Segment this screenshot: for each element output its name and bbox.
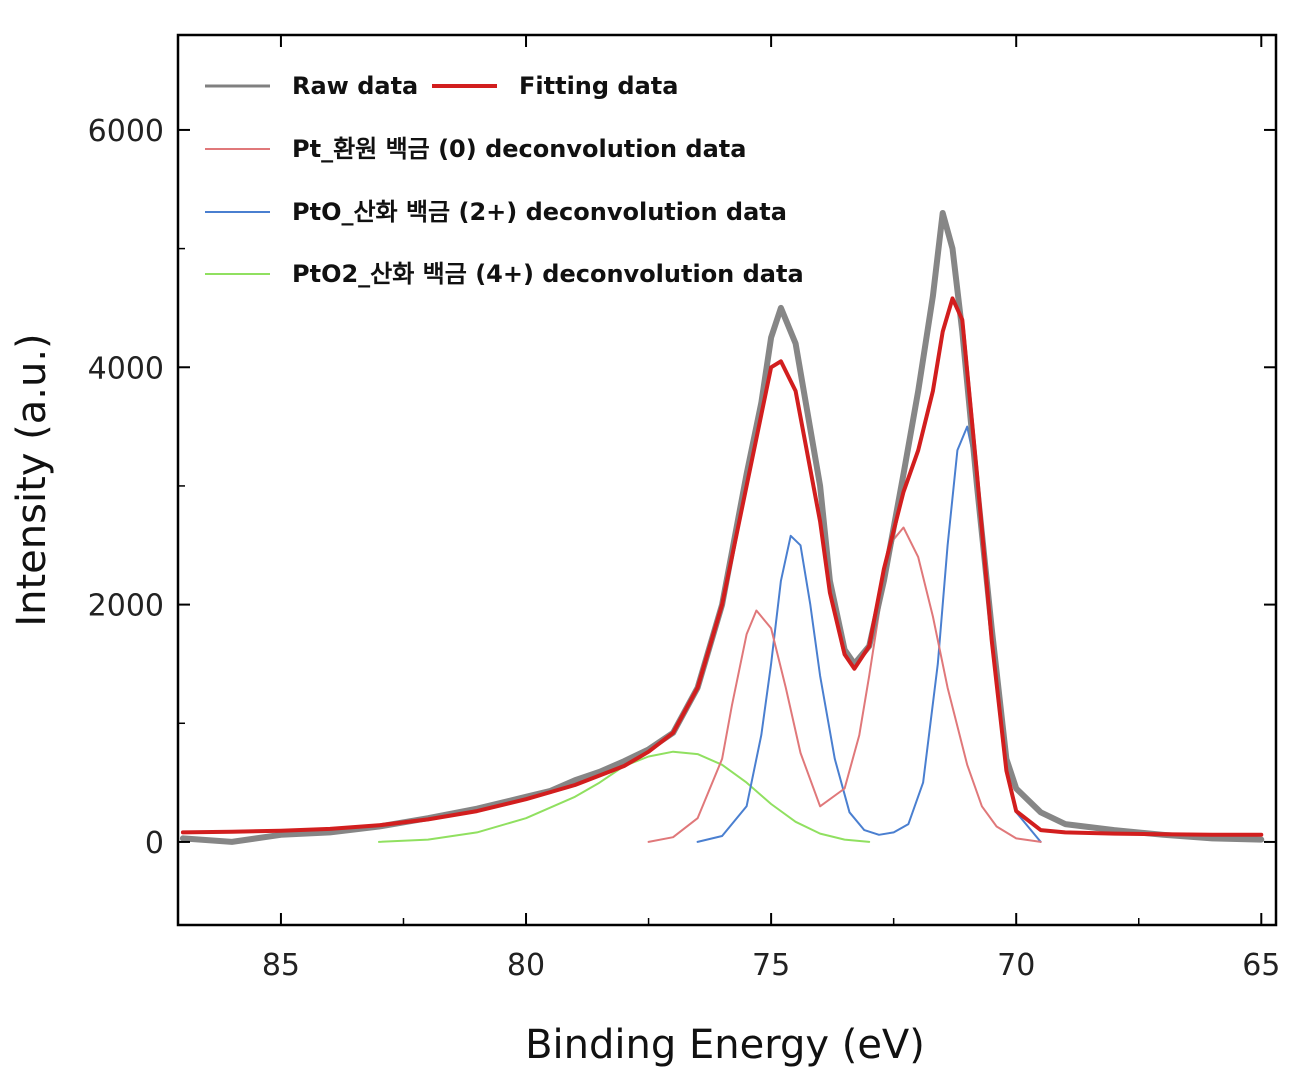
- legend-label-2: Fitting data: [519, 72, 678, 100]
- legend-label-3: Pt_환원 백금 (0) deconvolution data: [292, 135, 746, 163]
- x-tick-label: 65: [1242, 948, 1280, 983]
- series-line-2: [180, 296, 1264, 837]
- legend-label-5: PtO2_산화 백금 (4+) deconvolution data: [292, 260, 804, 288]
- plot-area: [178, 35, 1276, 925]
- x-tick-label: 75: [752, 948, 790, 983]
- series-layer: [179, 210, 1265, 845]
- y-tick-label: 0: [145, 826, 164, 861]
- legend-label-1: Raw data: [292, 72, 418, 100]
- axes-layer: 85 80 75 70 65 0 2000 4000 6000: [88, 33, 1280, 983]
- legend-label-4: PtO_산화 백금 (2+) deconvolution data: [292, 198, 787, 226]
- x-tick-label: 80: [507, 948, 545, 983]
- series-line-3: [647, 526, 1042, 843]
- legend: Raw data Fitting data Pt_환원 백금 (0) deconvo…: [205, 72, 804, 288]
- y-axis-title: Intensity (a.u.): [9, 333, 55, 626]
- plot-background: [178, 35, 1276, 925]
- x-tick-label: 85: [262, 948, 300, 983]
- y-tick-label: 6000: [88, 114, 164, 149]
- series-line-5: [378, 750, 871, 843]
- plot-frame: [176, 33, 1278, 927]
- y-tick-label: 4000: [88, 351, 164, 386]
- x-tick-label: 70: [997, 948, 1035, 983]
- x-axis-title: Binding Energy (eV): [525, 1022, 925, 1068]
- y-tick-label: 2000: [88, 589, 164, 624]
